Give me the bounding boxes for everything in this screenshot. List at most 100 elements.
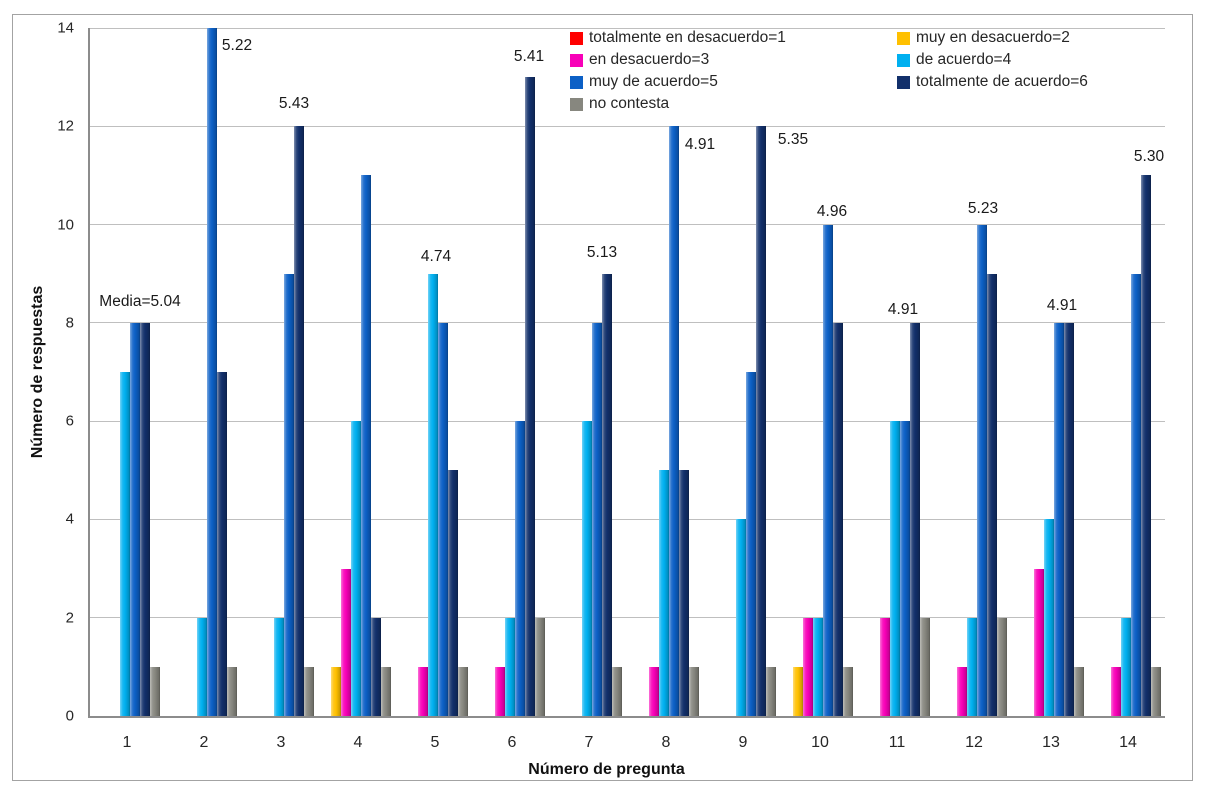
x-tick-label: 4 (353, 734, 363, 751)
bar-sheen (679, 470, 688, 716)
bar-sheen (1034, 568, 1043, 716)
bar-sheen (361, 175, 370, 716)
bar (458, 666, 468, 716)
bar-sheen (967, 617, 976, 716)
bar (140, 322, 150, 716)
bar (689, 666, 699, 716)
bar-sheen (1151, 666, 1160, 716)
legend-swatch-icon (570, 53, 583, 67)
bar (910, 322, 920, 716)
bar-sheen (1141, 175, 1150, 716)
bar-sheen (284, 273, 293, 716)
x-tick-label: 6 (507, 734, 517, 751)
bar-sheen (612, 666, 621, 716)
bar-sheen (428, 273, 437, 716)
legend-item: de acuerdo=4 (897, 51, 1011, 69)
bar-sheen (130, 322, 139, 716)
bar-sheen (756, 126, 765, 716)
bar (448, 470, 458, 716)
mean-label: 4.74 (420, 247, 452, 265)
bar (207, 28, 217, 716)
bar-sheen (880, 617, 889, 716)
bar (1141, 175, 1151, 716)
bar (438, 322, 448, 716)
bar-sheen (649, 666, 658, 716)
bar (1131, 273, 1141, 716)
gridline-y2 (89, 617, 1165, 619)
x-tick-label: 2 (199, 734, 209, 751)
bar-sheen (1121, 617, 1130, 716)
bar (766, 666, 776, 716)
y-axis-line (87, 28, 90, 716)
bar-sheen (997, 617, 1006, 716)
legend-label: totalmente en desacuerdo=1 (589, 29, 786, 46)
mean-label: 5.43 (278, 95, 310, 113)
bar-sheen (351, 421, 360, 716)
bar (505, 617, 515, 716)
bar (833, 322, 843, 716)
mean-label: 5.23 (967, 199, 999, 217)
gridline-y14 (89, 27, 1165, 29)
bar (890, 421, 900, 716)
legend-label: no contesta (589, 95, 670, 112)
bar-sheen (977, 224, 986, 716)
legend-swatch-icon (570, 31, 583, 45)
bar (274, 617, 284, 716)
bar-sheen (304, 666, 313, 716)
y-tick-label: 0 (65, 707, 74, 725)
legend-swatch-icon (897, 75, 910, 89)
bar-sheen (766, 666, 775, 716)
x-tick-label: 9 (738, 734, 748, 751)
bar-sheen (535, 617, 544, 716)
bar-sheen (900, 421, 909, 716)
bar-sheen (823, 224, 832, 716)
bar (920, 617, 930, 716)
mean-label: 4.91 (684, 136, 716, 154)
bar (793, 666, 803, 716)
bar-sheen (1131, 273, 1140, 716)
mean-label: 5.35 (777, 131, 809, 149)
x-tick-label: 5 (430, 734, 440, 751)
bar-sheen (341, 568, 350, 716)
bar-sheen (294, 126, 303, 716)
x-tick-label: 14 (1119, 734, 1137, 751)
legend-item: totalmente de acuerdo=6 (897, 73, 1088, 91)
bar-sheen (381, 666, 390, 716)
bar-sheen (274, 617, 283, 716)
bar-sheen (197, 617, 206, 716)
bar-sheen (150, 666, 159, 716)
gridline-y12 (89, 125, 1165, 127)
bar (331, 666, 341, 716)
bar (669, 126, 679, 716)
bar-sheen (987, 273, 996, 716)
bar-sheen (1074, 666, 1083, 716)
bar-sheen (582, 421, 591, 716)
bar (592, 322, 602, 716)
mean-label: 5.41 (513, 48, 545, 66)
y-tick-label: 4 (65, 510, 74, 528)
mean-label: 5.30 (1133, 148, 1165, 166)
bar-sheen (689, 666, 698, 716)
bar (880, 617, 890, 716)
y-tick-label: 12 (57, 117, 74, 135)
bar-sheen (418, 666, 427, 716)
bar (987, 273, 997, 716)
figure-border (12, 14, 1193, 781)
legend-item: en desacuerdo=3 (570, 51, 709, 69)
bar (371, 617, 381, 716)
bar-sheen (371, 617, 380, 716)
bar (227, 666, 237, 716)
bar (515, 421, 525, 716)
bar-sheen (746, 372, 755, 716)
bar (813, 617, 823, 716)
legend-item: muy en desacuerdo=2 (897, 29, 1070, 47)
bar-sheen (736, 519, 745, 716)
mean-label: 5.22 (221, 37, 253, 54)
bar (351, 421, 361, 716)
y-tick-label: 8 (65, 314, 74, 332)
legend-swatch-icon (570, 97, 583, 111)
legend-label: en desacuerdo=3 (589, 51, 710, 68)
y-tick-label: 14 (57, 19, 74, 37)
bar-sheen (140, 322, 149, 716)
bar (1044, 519, 1054, 716)
